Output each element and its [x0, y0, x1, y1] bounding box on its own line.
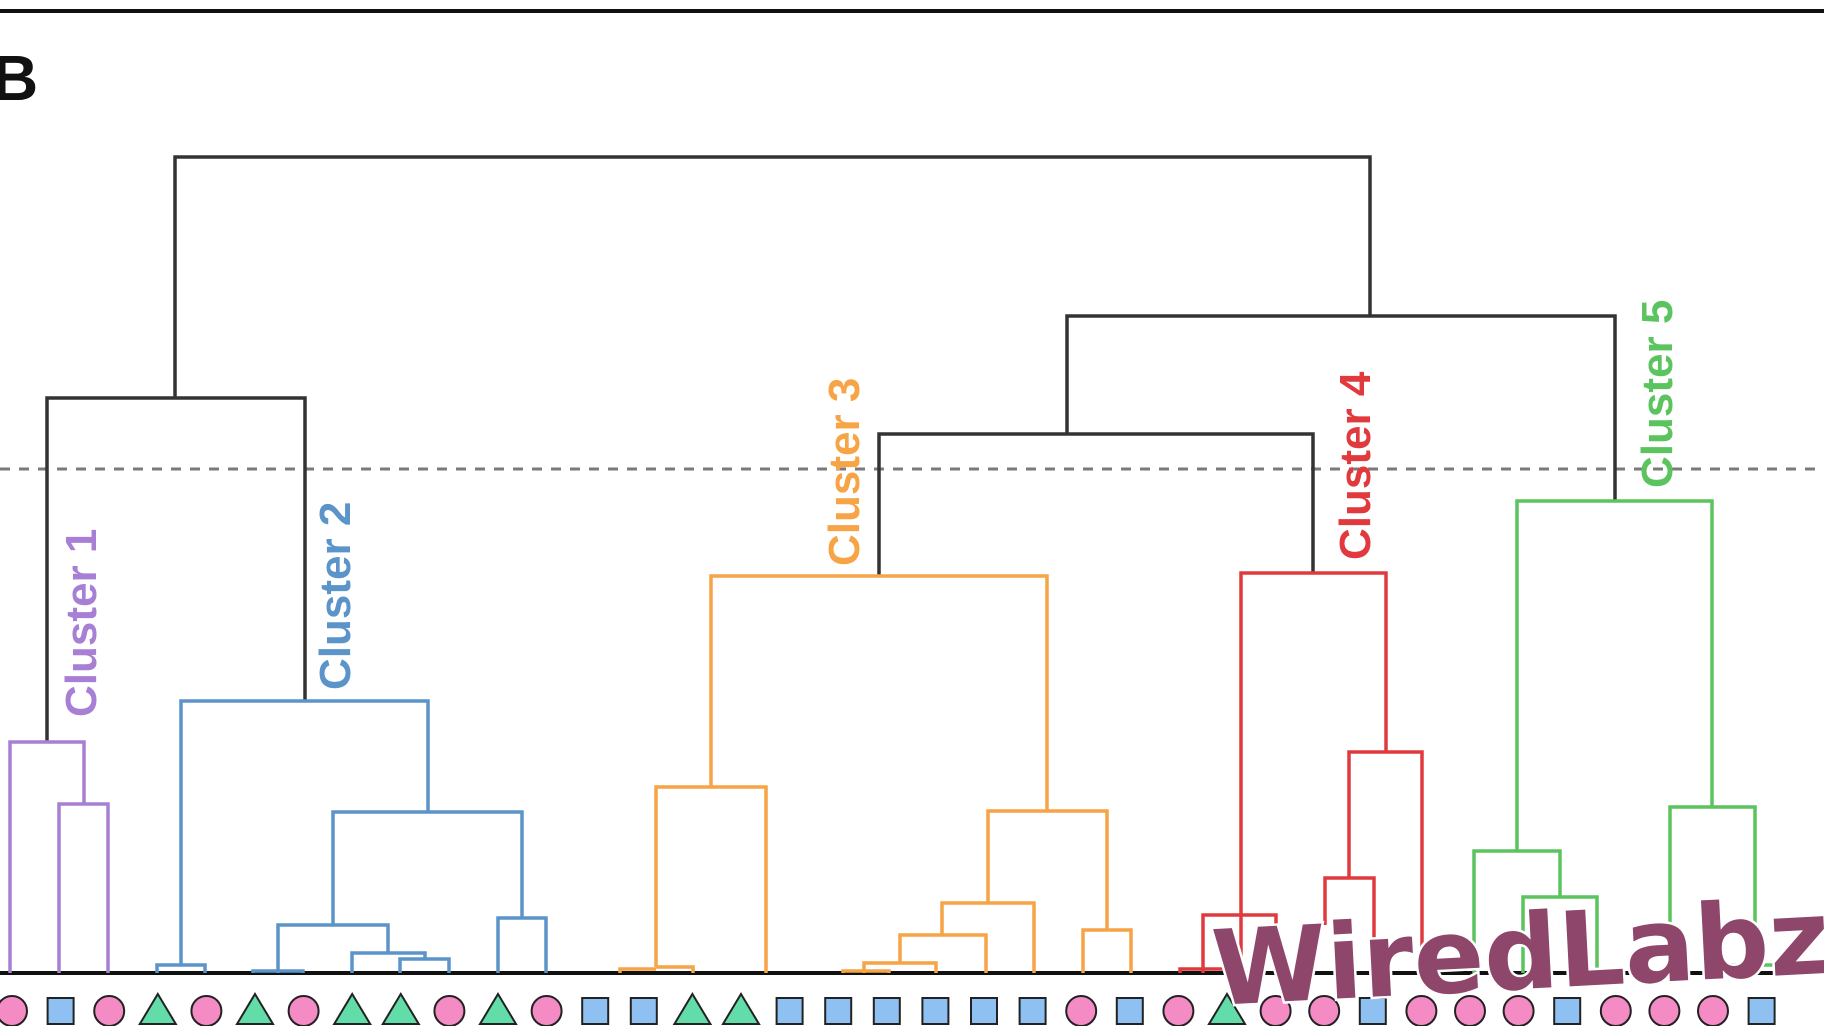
- c3-link: [986, 809, 1109, 930]
- c3-link: [841, 969, 891, 973]
- leaf-marker-square: [824, 997, 853, 1025]
- leaf-marker-triangle: [138, 992, 178, 1025]
- leaf-marker-circle: [1502, 995, 1535, 1026]
- leaf-marker-triangle: [235, 992, 275, 1025]
- cluster-3-branches: [618, 574, 1133, 973]
- leaf-marker-circle: [1259, 995, 1292, 1026]
- c3-link: [1081, 928, 1133, 973]
- c2-link: [155, 963, 207, 973]
- leaf-marker-circle: [93, 995, 126, 1026]
- c4-link: [1201, 913, 1278, 973]
- c3-link: [654, 785, 768, 973]
- root-merge: [173, 155, 1372, 398]
- c2-link: [398, 957, 451, 973]
- leaf-marker-circle: [1162, 995, 1195, 1026]
- merge-c345: [1065, 314, 1617, 501]
- c5-link: [1729, 963, 1817, 973]
- panel-letter: B: [0, 42, 38, 114]
- c5-link: [1668, 805, 1757, 973]
- cluster-label-3: Cluster 3: [820, 378, 869, 566]
- c4-link: [1347, 750, 1424, 973]
- leaf-marker-circle: [287, 995, 320, 1026]
- c5-link: [1515, 499, 1714, 851]
- leaf-marker-square: [1115, 997, 1144, 1025]
- leaf-marker-circle: [1065, 995, 1098, 1026]
- c2-link: [496, 916, 548, 973]
- merge-c1-c2: [45, 396, 307, 742]
- c3-link: [656, 965, 695, 973]
- c4-link: [1239, 571, 1388, 969]
- leaf-marker-square: [921, 997, 950, 1025]
- leaf-marker-square: [872, 997, 901, 1025]
- leaf-marker-square: [1553, 997, 1582, 1025]
- cluster-2-branches: [155, 699, 548, 973]
- c2-link: [251, 969, 305, 973]
- leaf-marker-square: [1018, 997, 1047, 1025]
- c4-link: [1178, 967, 1230, 973]
- merge-c3-c4: [877, 432, 1315, 576]
- leaf-marker-circle: [1405, 995, 1438, 1026]
- cluster-label-1: Cluster 1: [57, 529, 106, 717]
- c3-link: [709, 574, 1049, 811]
- leaf-marker-circle: [1454, 995, 1486, 1026]
- leaf-marker-triangle: [478, 992, 518, 1025]
- c5-link: [1521, 895, 1599, 973]
- leaf-marker-triangle: [381, 992, 421, 1025]
- leaf-markers: [0, 992, 1776, 1026]
- cluster-label-4: Cluster 4: [1331, 371, 1380, 560]
- leaf-marker-circle: [1308, 995, 1341, 1026]
- leaf-marker-triangle: [1207, 992, 1247, 1025]
- leaf-marker-triangle: [332, 992, 372, 1025]
- c1-link: [8, 740, 86, 973]
- leaf-marker-triangle: [721, 992, 761, 1025]
- leaf-marker-square: [46, 997, 75, 1025]
- cluster-5-branches: [1472, 499, 1817, 973]
- c5-link: [1472, 849, 1562, 973]
- watermark-text: WiredLabz: [1209, 876, 1824, 1026]
- leaf-marker-circle: [1599, 995, 1632, 1026]
- cluster-label-5: Cluster 5: [1633, 300, 1682, 488]
- c2-link: [276, 923, 390, 973]
- leaf-marker-square: [1358, 997, 1387, 1025]
- root-branches: [45, 155, 1617, 742]
- c3-link: [862, 961, 938, 973]
- leaf-marker-circle: [530, 995, 563, 1026]
- leaf-marker-triangle: [672, 992, 713, 1025]
- cluster-4-branches: [1178, 571, 1424, 973]
- c3-link: [618, 967, 656, 973]
- leaf-marker-square: [970, 997, 998, 1025]
- c1-link: [57, 802, 110, 973]
- c2-link: [350, 951, 427, 973]
- watermark-logo: WiredLabz: [1206, 873, 1824, 1026]
- leaf-marker-square: [629, 997, 658, 1025]
- leaf-marker-square: [1747, 997, 1776, 1025]
- cluster-1-branches: [8, 740, 110, 973]
- c3-link: [898, 933, 988, 973]
- leaf-marker-circle: [0, 995, 28, 1026]
- leaf-marker-square: [581, 997, 610, 1025]
- cluster-label-2: Cluster 2: [311, 502, 360, 690]
- c2-link: [179, 699, 430, 965]
- leaf-marker-circle: [1697, 995, 1729, 1026]
- leaf-marker-square: [775, 997, 804, 1025]
- c2-link: [331, 810, 524, 925]
- leaf-marker-circle: [1648, 995, 1681, 1026]
- leaf-marker-circle: [433, 995, 466, 1026]
- leaf-marker-circle: [190, 995, 223, 1026]
- c3-link: [940, 901, 1036, 973]
- c4-link: [1323, 876, 1376, 973]
